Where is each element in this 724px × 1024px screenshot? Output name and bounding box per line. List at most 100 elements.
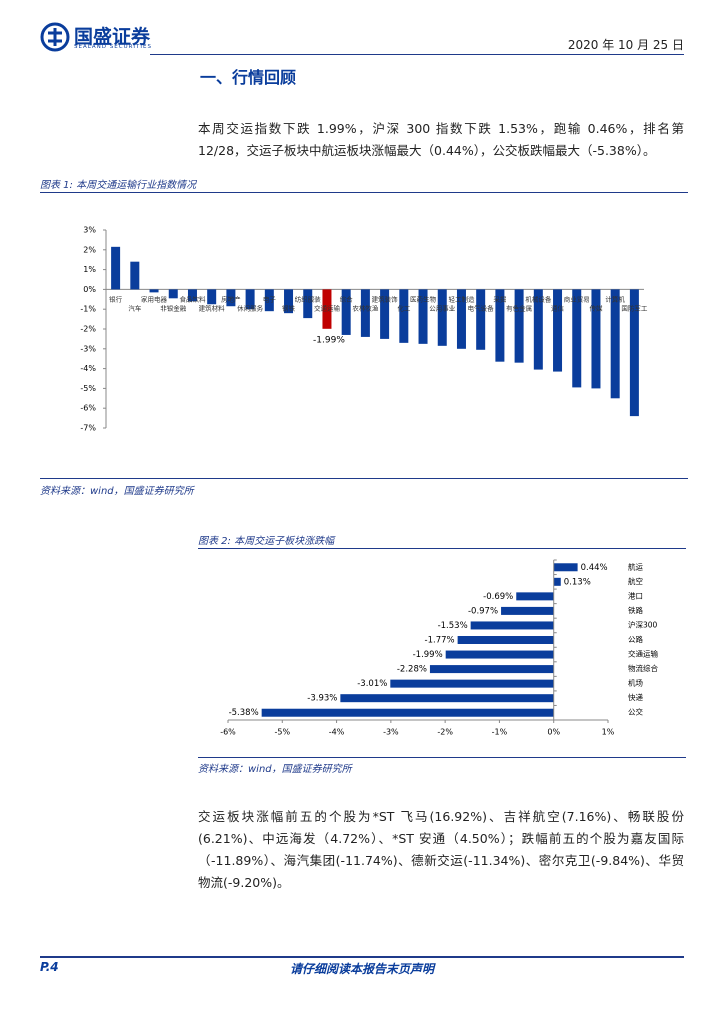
y-tick-label: 公路 [628,634,643,644]
value-label: 0.13% [564,577,591,587]
brand: 国盛证券 [74,26,151,48]
bar [168,289,178,299]
y-tick-label: -4% [80,364,96,373]
y-tick-label: 快递 [628,692,643,702]
source: 资料来源：wind，国盛证券研究所 [40,486,194,497]
source: 资料来源：wind，国盛证券研究所 [198,764,352,775]
y-tick-label: -3% [80,344,96,353]
bar [360,289,370,337]
x-tick-label: 医药生物 [410,294,437,303]
header-rule [150,54,684,55]
bar [284,289,294,314]
bar [322,289,332,329]
x-tick-label: 通信 [551,303,565,312]
x-tick-label: 农林牧渔 [352,303,379,312]
bar [516,592,554,601]
x-tick-label: 建筑材料 [199,303,226,312]
bar [501,606,554,615]
y-tick-label: 2% [83,245,96,254]
y-tick-label: 3% [83,226,96,235]
value-label: -2.28% [397,665,427,675]
x-tick-label: 家用电器 [141,294,168,303]
paragraph: 本周交运指数下跌 1.99%，沪深 300 指数下跌 1.53%，跑输 0.46… [198,121,684,158]
x-tick-label: 房地产 [221,294,241,303]
bar [553,563,578,572]
x-tick-label: 计算机 [605,294,625,303]
caption-rule [40,192,688,193]
chart: 3% 2% 1% 0% -1% -2% -3% -4% -5% -6% -7% 银行汽车家用电器非银金… [80,226,648,433]
y-tick-label: 沪深300 [628,619,658,629]
y-tick-label: 0% [83,285,96,294]
page-number: P.4 [40,960,59,974]
source-rule [40,478,688,479]
date: 2020 年 10 月 25 日 [567,38,684,52]
value-label: 0.44% [581,563,608,573]
bar [445,650,554,659]
x-tick-label: 轻工制造 [448,294,475,303]
bar [303,289,313,319]
bar [261,708,554,717]
y-tick-label: 港口 [628,590,643,600]
bar [629,289,639,417]
footer-notice: 请仔细阅读本报告末页声明 [289,962,434,976]
x-tick-label: -3% [383,728,399,737]
brand-en: SEALAND SECURITIES [74,44,153,50]
bar [418,289,428,344]
x-tick-label: 汽车 [128,303,142,312]
y-tick-label: 航运 [628,561,643,571]
value-label: -3.01% [357,679,387,689]
annotation: -1.99% [313,335,345,345]
x-tick-label: 采掘 [493,294,507,303]
x-tick-label: 1% [602,728,615,737]
value-label: -5.38% [229,708,259,718]
x-tick-label: 有色金属 [506,303,532,312]
section-title: 一、行情回顾 [200,68,297,87]
x-tick-label: -4% [329,728,345,737]
x-tick-label: -2% [437,728,453,737]
x-tick-label: 纺织服装 [295,294,322,303]
value-label: -1.77% [425,636,455,646]
x-tick-label: 休闲服务 [237,303,264,312]
x-tick-label: 电子 [263,294,277,303]
value-label: -1.99% [413,650,443,660]
value-label: -3.93% [307,694,337,704]
x-tick-label: 机械设备 [525,294,552,303]
x-tick-label: 建筑装饰 [372,294,399,303]
y-tick-label: -6% [80,404,96,413]
value-label: -0.97% [468,606,498,616]
bar [429,665,554,674]
y-tick-label: 公交 [628,707,643,717]
bar [476,289,486,350]
x-tick-label: 交通运输 [314,303,341,312]
bar [390,679,554,688]
bar [380,289,390,339]
caption-rule [198,548,686,549]
bar [149,289,159,293]
bar [341,289,351,335]
bar [130,261,140,290]
bar [610,289,620,399]
paragraph: 交运板块涨幅前五的个股为*ST 飞马(16.92%)、吉祥航空(7.16%)、畅… [198,809,684,890]
y-tick-label: 物流综合 [628,663,658,673]
bar [457,636,554,644]
bar [226,289,236,307]
x-tick-label: 电气设备 [468,303,495,312]
x-tick-label: 非银金融 [160,303,187,312]
y-tick-label: 交通运输 [628,649,658,659]
bar [187,289,197,302]
x-tick-label: 综合 [340,294,354,303]
x-tick-label: 银行 [109,294,123,303]
figure-caption: 图表 1: 本周交通运输行业指数情况 [40,180,197,191]
chart: -6% -5% -4% -3% -2% -1% 0% 1% 0.44% 航运 0.13% 航空 -0.6… [220,559,658,737]
x-tick-label: 国防军工 [621,303,648,312]
bar [514,289,524,363]
bar [572,289,582,388]
bar [399,289,409,343]
x-tick-label: 食品饮料 [179,294,206,303]
y-tick-label: 铁路 [628,605,643,615]
bar [553,289,563,372]
y-tick-label: 1% [83,265,96,274]
bar [437,289,447,346]
bar [340,694,554,703]
